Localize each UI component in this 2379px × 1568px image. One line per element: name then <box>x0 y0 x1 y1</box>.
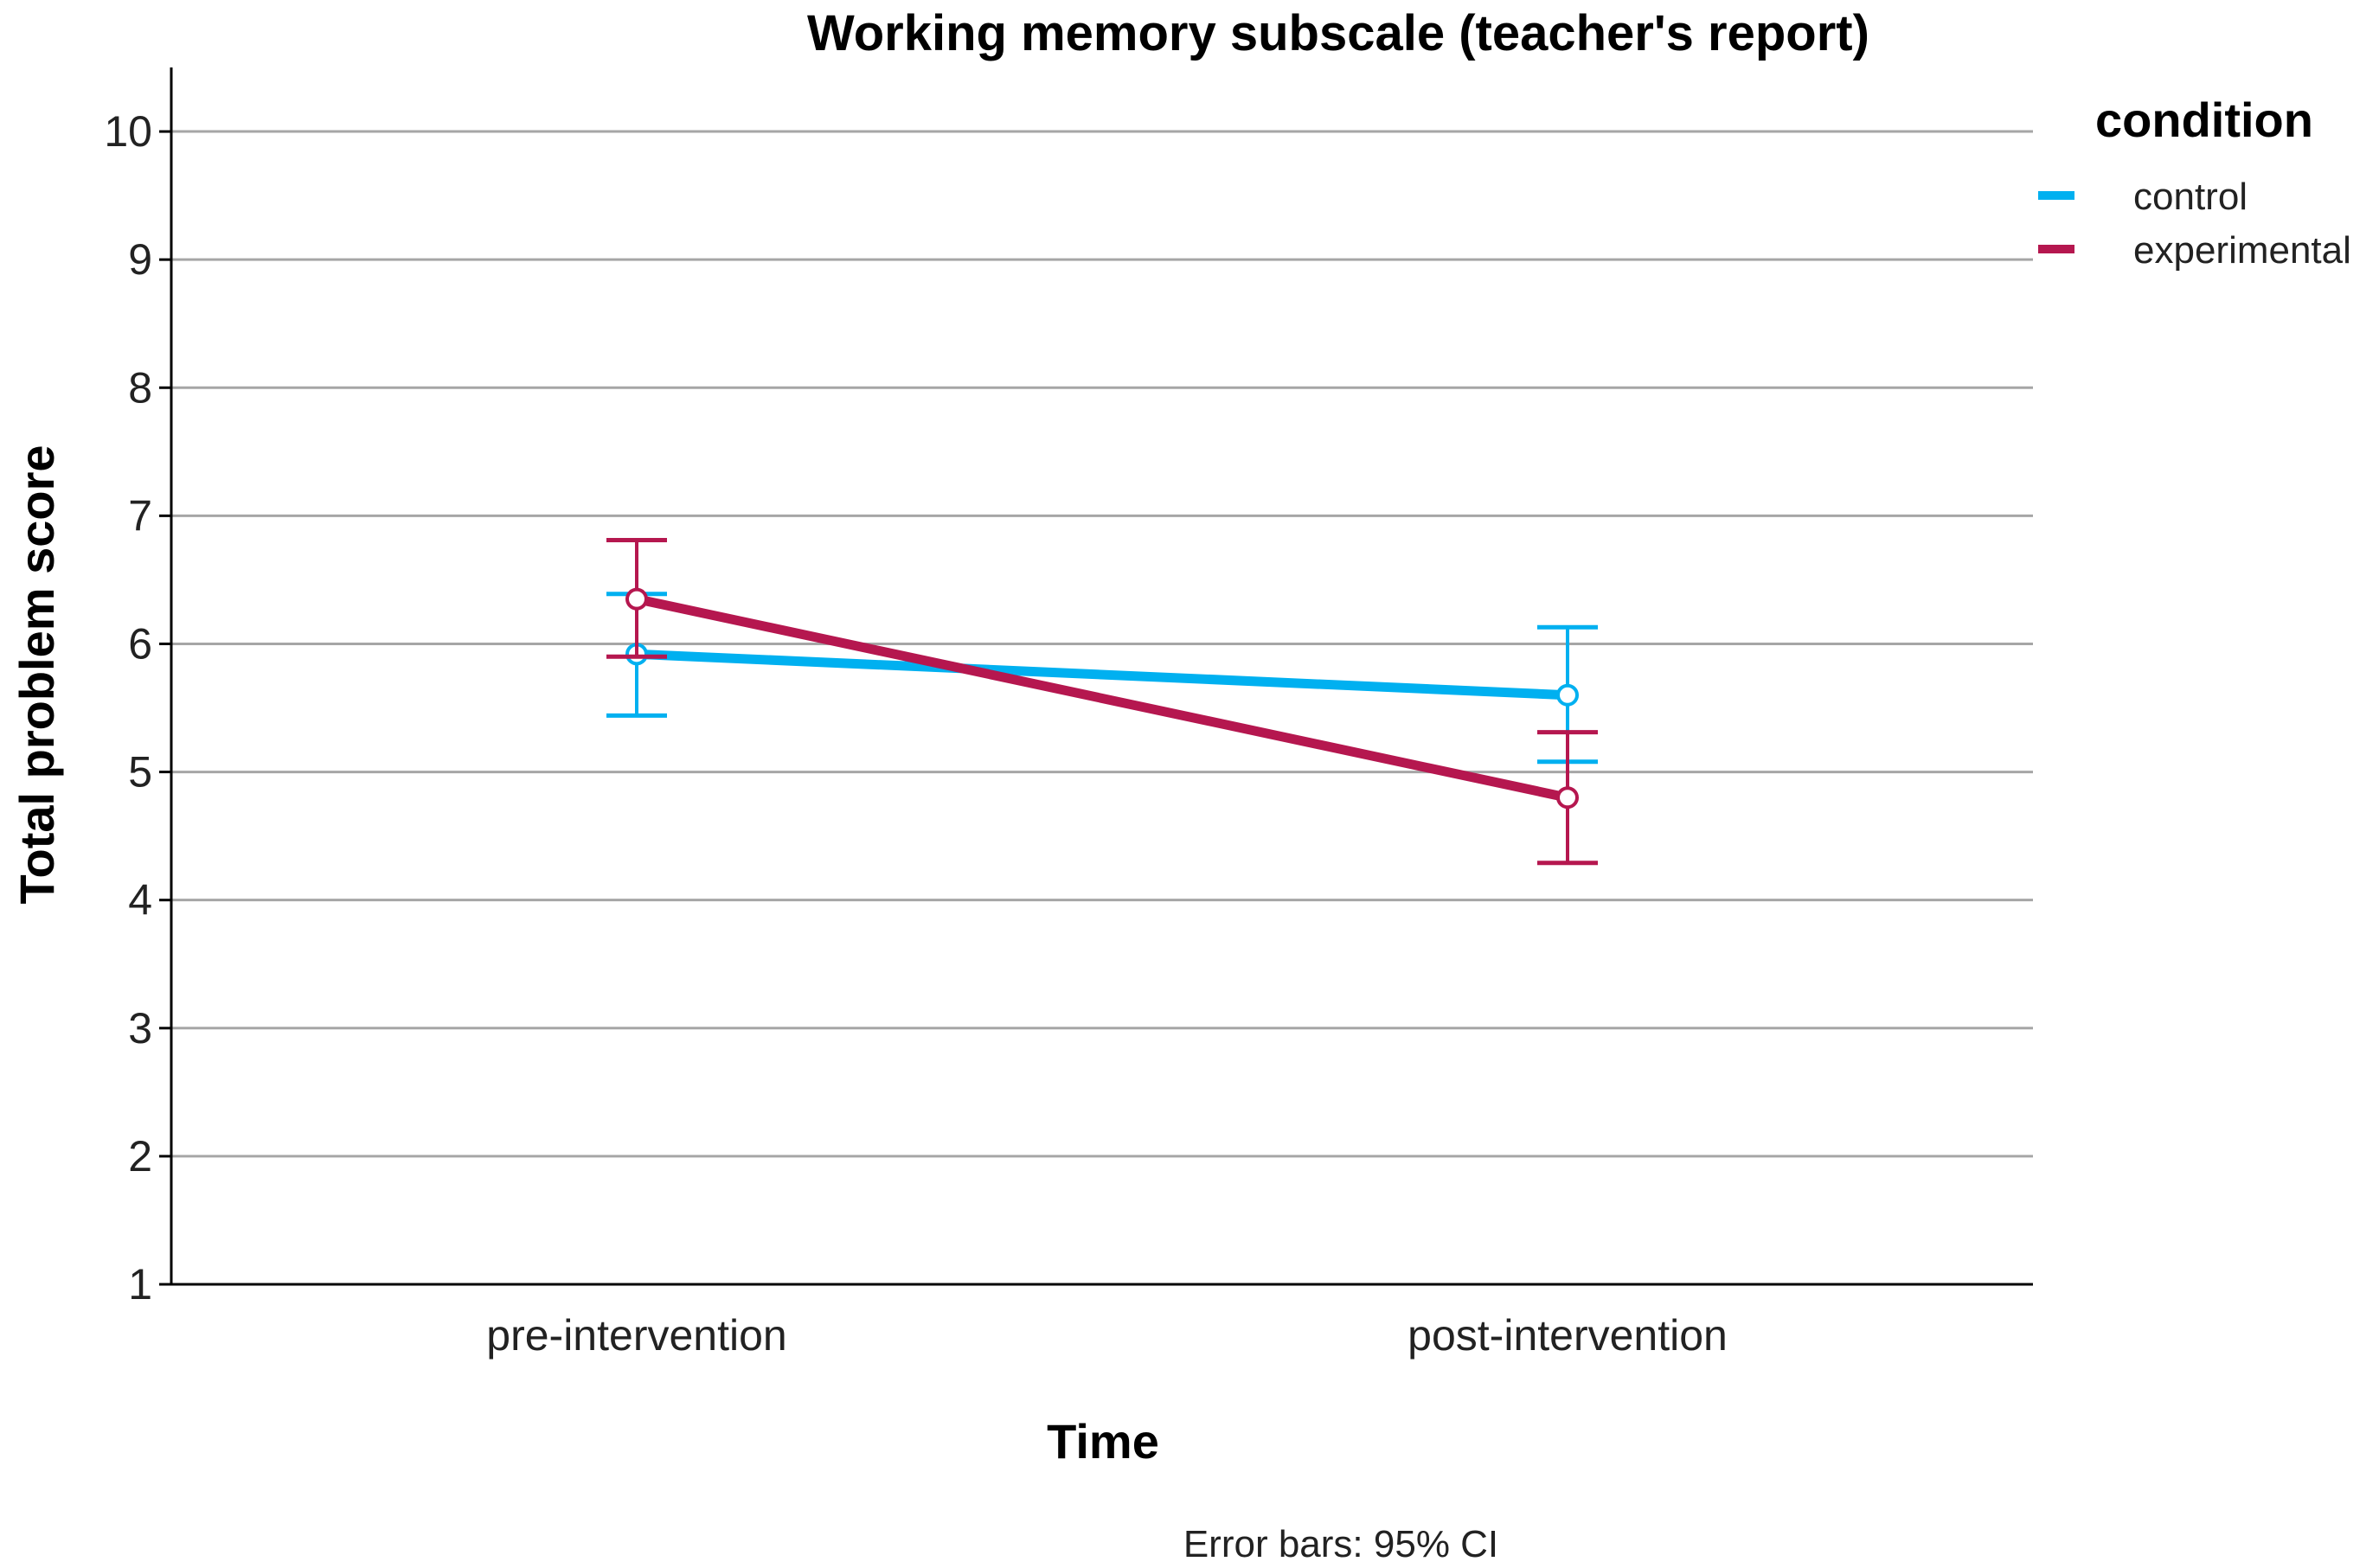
y-tick-label: 5 <box>128 748 152 797</box>
series-experimental <box>606 538 1598 866</box>
y-tick-label: 3 <box>128 1004 152 1053</box>
x-tick-label: pre-intervention <box>486 1311 786 1360</box>
y-axis-title: Total problem score <box>10 445 64 904</box>
legend-item-control: control <box>2038 176 2248 218</box>
series-line <box>632 649 1573 701</box>
y-tick-label: 9 <box>128 235 152 284</box>
y-tick-label: 1 <box>128 1260 152 1309</box>
data-point <box>625 587 648 611</box>
legend-label: control <box>2133 176 2248 218</box>
legend-label: experimental <box>2133 229 2351 272</box>
data-point <box>1556 683 1579 707</box>
legend: condition control experimental <box>2038 93 2351 272</box>
y-tick-label: 8 <box>128 363 152 412</box>
legend-item-experimental: experimental <box>2038 229 2351 272</box>
y-axis-ticks: 1 2 3 4 5 6 7 8 9 10 <box>104 107 171 1309</box>
series-control <box>606 592 1598 765</box>
y-tick-label: 2 <box>128 1132 152 1181</box>
series-layer <box>606 538 1598 866</box>
y-tick-label: 6 <box>128 619 152 668</box>
legend-title: condition <box>2095 93 2313 147</box>
data-point <box>1556 786 1579 810</box>
y-tick-label: 7 <box>128 491 152 540</box>
error-bars-note: Error bars: 95% CI <box>1183 1523 1498 1565</box>
chart-title: Working memory subscale (teacher's repor… <box>807 5 1869 61</box>
x-tick-label: post-intervention <box>1408 1311 1728 1360</box>
y-tick-label: 10 <box>104 107 152 156</box>
y-tick-label: 4 <box>128 876 152 925</box>
gridlines <box>171 130 2033 1158</box>
series-line <box>632 594 1573 803</box>
x-axis-title: Time <box>1047 1414 1159 1469</box>
x-axis-ticks: pre-intervention post-intervention <box>486 1311 1728 1360</box>
